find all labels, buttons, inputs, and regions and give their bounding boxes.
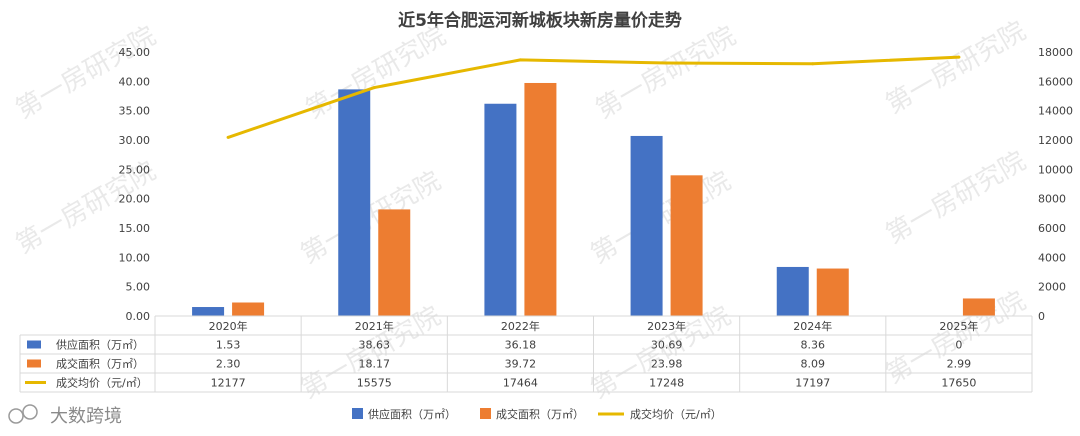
- right-axis-tick-label: 0: [1038, 310, 1045, 323]
- table-cell-value: 15575: [357, 377, 392, 390]
- table-cell-value: 17650: [941, 377, 976, 390]
- bar-supply: [338, 89, 371, 316]
- left-axis-tick-label: 25.00: [119, 163, 151, 176]
- left-axis-tick-label: 0.00: [126, 310, 151, 323]
- table-cell-value: 38.63: [359, 339, 391, 352]
- table-cell-value: 30.69: [651, 339, 683, 352]
- bar-deal: [816, 268, 849, 316]
- right-axis-tick-label: 14000: [1038, 105, 1073, 118]
- legend: 供应面积（万㎡） 成交面积（万㎡） 成交均价（元/㎡）: [352, 407, 722, 421]
- legend-swatch: [480, 408, 491, 419]
- left-axis: 0.00 5.00 10.00 15.00 20.00 25.00 30.00 35.00 40…: [119, 46, 151, 323]
- table-cell-value: 36.18: [505, 339, 537, 352]
- table-legend-swatch: [27, 359, 41, 368]
- right-axis-tick-label: 6000: [1038, 222, 1066, 235]
- bar-supply: [192, 307, 225, 316]
- watermark-text: 第一房研究院: [881, 146, 1031, 250]
- category-label: 2023年: [647, 319, 686, 333]
- brand-icon: [8, 408, 24, 424]
- table-series-name: 供应面积（万㎡）: [56, 338, 144, 352]
- right-axis-tick-label: 18000: [1038, 46, 1073, 59]
- line-point: [518, 58, 522, 62]
- right-axis-tick-label: 2000: [1038, 281, 1066, 294]
- legend-label: 成交面积（万㎡）: [496, 407, 584, 421]
- legend-label: 供应面积（万㎡）: [368, 407, 456, 421]
- table-cell-value: 23.98: [651, 358, 683, 371]
- left-axis-tick-label: 15.00: [119, 222, 151, 235]
- brand-icon-secondary: [22, 404, 38, 420]
- table-cell-value: 17248: [649, 377, 684, 390]
- table-cell-value: 2.30: [216, 358, 241, 371]
- right-axis-tick-label: 16000: [1038, 75, 1073, 88]
- table-series-name: 成交均价（元/㎡）: [56, 376, 148, 390]
- table-cell-value: 8.36: [801, 339, 826, 352]
- left-axis-tick-label: 30.00: [119, 134, 151, 147]
- chart-title: 近5年合肥运河新城板块新房量价走势: [398, 10, 682, 31]
- bar-supply: [630, 135, 663, 316]
- bar-layer: [192, 82, 995, 316]
- category-label: 2022年: [501, 319, 540, 333]
- right-axis-tick-label: 10000: [1038, 163, 1073, 176]
- left-axis-tick-label: 10.00: [119, 251, 151, 264]
- bar-supply: [776, 266, 809, 316]
- table-cell-value: 17464: [503, 377, 538, 390]
- bar-deal: [524, 82, 557, 316]
- left-axis-tick-label: 35.00: [119, 105, 151, 118]
- bar-deal: [232, 302, 265, 316]
- brand-text: 大数跨境: [50, 406, 122, 427]
- table-cell-value: 8.09: [801, 358, 826, 371]
- line-point: [226, 135, 230, 139]
- series-line-price: [227, 55, 959, 139]
- table-cell-value: 39.72: [505, 358, 537, 371]
- legend-swatch: [352, 408, 363, 419]
- bar-supply: [484, 103, 517, 316]
- category-label: 2025年: [939, 319, 978, 333]
- category-label: 2020年: [209, 319, 248, 333]
- table-cell-value: 17197: [795, 377, 830, 390]
- left-axis-tick-label: 45.00: [119, 46, 151, 59]
- left-axis-tick-label: 40.00: [119, 75, 151, 88]
- right-axis: 0 2000 4000 6000 8000 10000 12000 14000 16000 180…: [1038, 46, 1073, 323]
- line-layer: [226, 55, 961, 139]
- table-series-name: 成交面积（万㎡）: [56, 357, 144, 371]
- bar-deal: [670, 175, 703, 316]
- legend-label: 成交均价（元/㎡）: [630, 407, 722, 421]
- left-axis-tick-label: 20.00: [119, 193, 151, 206]
- right-axis-tick-label: 12000: [1038, 134, 1073, 147]
- watermark-text: 第一房研究院: [296, 166, 446, 270]
- table-cell-value: 1.53: [216, 339, 241, 352]
- watermark-text: 第一房研究院: [881, 16, 1031, 120]
- table-cell-value: 0: [955, 339, 962, 352]
- table-cell-value: 12177: [211, 377, 246, 390]
- table-cell-value: 2.99: [947, 358, 972, 371]
- right-axis-tick-label: 8000: [1038, 193, 1066, 206]
- line-point: [811, 62, 815, 66]
- watermark-text: 第一房研究院: [301, 21, 451, 125]
- bar-deal: [378, 209, 411, 316]
- category-label: 2024年: [793, 319, 832, 333]
- brand-logo: 大数跨境: [8, 404, 122, 427]
- watermark-text: 第一房研究院: [591, 21, 741, 125]
- table-cell-value: 18.17: [359, 358, 391, 371]
- line-point: [372, 86, 376, 90]
- line-point: [665, 61, 669, 65]
- bar-deal: [962, 298, 995, 316]
- line-point: [957, 55, 961, 59]
- table-legend-swatch: [27, 340, 41, 349]
- right-axis-tick-label: 4000: [1038, 251, 1066, 264]
- category-label: 2021年: [355, 319, 394, 333]
- left-axis-tick-label: 5.00: [126, 281, 151, 294]
